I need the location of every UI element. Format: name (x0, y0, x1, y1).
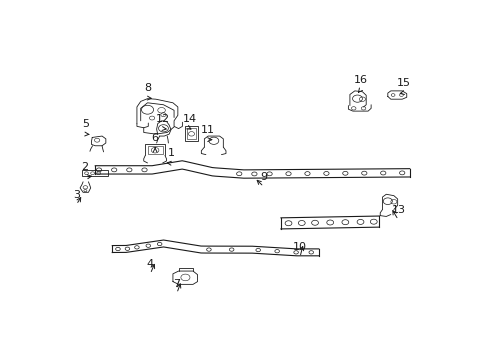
Bar (147, 146, 163, 154)
Text: 10: 10 (292, 243, 306, 252)
Text: 3: 3 (73, 190, 80, 200)
Text: 7: 7 (173, 279, 180, 288)
Text: 2: 2 (81, 162, 88, 172)
Text: 16: 16 (353, 75, 367, 85)
Bar (186, 128, 196, 139)
Text: 15: 15 (396, 77, 410, 87)
Text: 6: 6 (151, 133, 158, 143)
Bar (82, 170, 108, 176)
Text: 5: 5 (82, 119, 89, 129)
Text: 4: 4 (146, 259, 153, 269)
Text: 8: 8 (143, 83, 151, 93)
Bar (185, 126, 198, 141)
Text: 1: 1 (167, 148, 174, 158)
Text: 11: 11 (201, 125, 215, 135)
Text: 13: 13 (390, 205, 405, 215)
Text: 9: 9 (260, 172, 267, 182)
Text: 12: 12 (155, 114, 169, 123)
Text: 14: 14 (183, 114, 197, 123)
